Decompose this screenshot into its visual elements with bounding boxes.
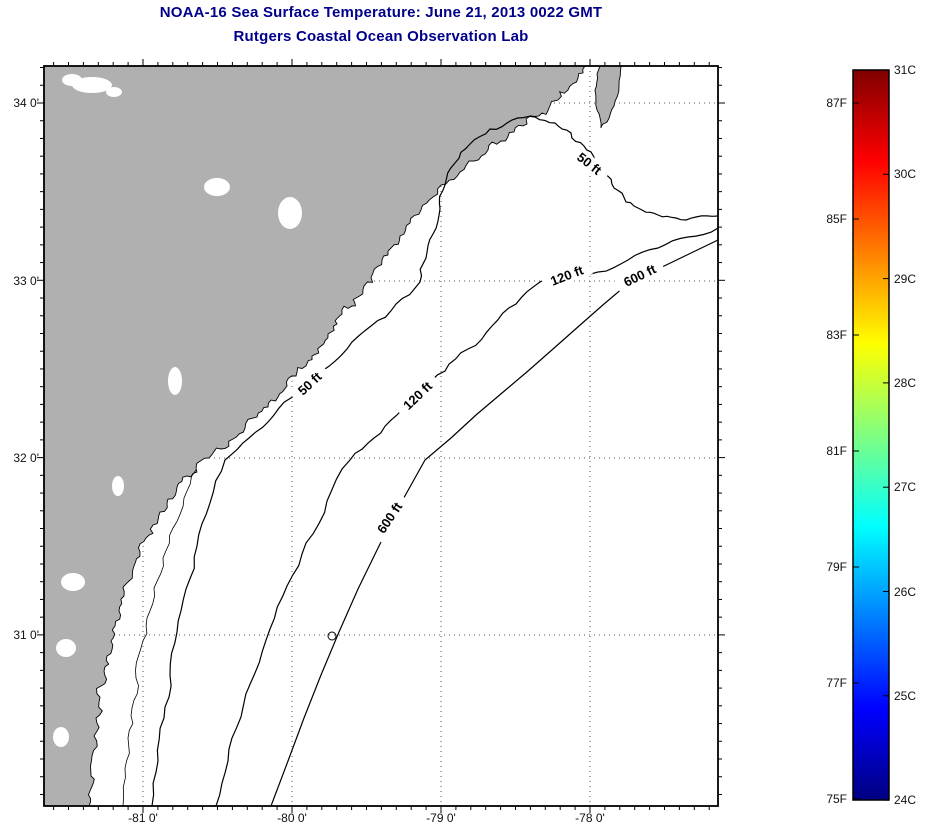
cloud-patch: [56, 639, 76, 657]
colorbar-celsius-label: 26C: [894, 584, 917, 599]
y-axis-tick-label: 34 0': [13, 96, 39, 110]
colorbar-fahrenheit-label: 83F: [826, 328, 847, 342]
y-axis-tick-label: 32 0': [13, 451, 39, 465]
colorbar-fahrenheit-label: 81F: [826, 444, 847, 458]
cloud-patch: [204, 178, 230, 196]
axis-ticks: [37, 59, 725, 813]
cloud-patch: [61, 573, 85, 591]
cloud-patch: [53, 727, 69, 747]
colorbar-celsius-label: 27C: [894, 480, 917, 495]
colorbar-celsius-label: 29C: [894, 271, 917, 286]
colorbar-celsius-label: 31C: [894, 63, 917, 77]
y-axis-tick-label: 31 0': [13, 628, 39, 642]
cloud-patch: [72, 77, 112, 93]
small-contour-ring: [327, 631, 337, 641]
contour-50ft: [151, 184, 446, 806]
x-axis-tick-label: -81 0': [128, 811, 158, 825]
figure-subtitle: Rutgers Coastal Ocean Observation Lab: [233, 28, 529, 45]
colorbar-fahrenheit-label: 79F: [826, 560, 847, 574]
figure-title: NOAA-16 Sea Surface Temperature: June 21…: [159, 4, 603, 21]
cloud-patch: [112, 476, 124, 496]
cloud-patch: [168, 367, 182, 395]
cape-peninsula: [594, 66, 622, 129]
colorbar-ticks: [853, 69, 889, 801]
colorbar-celsius-label: 24C: [894, 793, 917, 808]
colorbar-fahrenheit-label: 87F: [826, 96, 847, 110]
colorbar-fahrenheit-label: 85F: [826, 212, 847, 226]
cloud-patch: [106, 87, 122, 97]
colorbar-fahrenheit-label: 77F: [826, 676, 847, 690]
cloud-patch: [93, 753, 105, 767]
y-axis-tick-label: 33 0': [13, 274, 39, 288]
colorbar-celsius-label: 25C: [894, 688, 917, 703]
x-axis-tick-label: -79 0': [426, 811, 456, 825]
contour-50ft-shoal-arc: [444, 115, 718, 221]
cloud-patch: [62, 74, 82, 86]
colorbar-celsius-label: 30C: [894, 167, 917, 182]
colorbar-fahrenheit-label: 75F: [826, 792, 847, 806]
barrier-island-fringe: [122, 469, 197, 806]
cloud-patch: [278, 197, 302, 229]
colorbar: [852, 69, 890, 801]
x-axis-tick-label: -78 0': [575, 811, 605, 825]
land-mass: [44, 66, 586, 806]
x-axis-tick-label: -80 0': [277, 811, 307, 825]
colorbar-celsius-label: 28C: [894, 375, 917, 390]
